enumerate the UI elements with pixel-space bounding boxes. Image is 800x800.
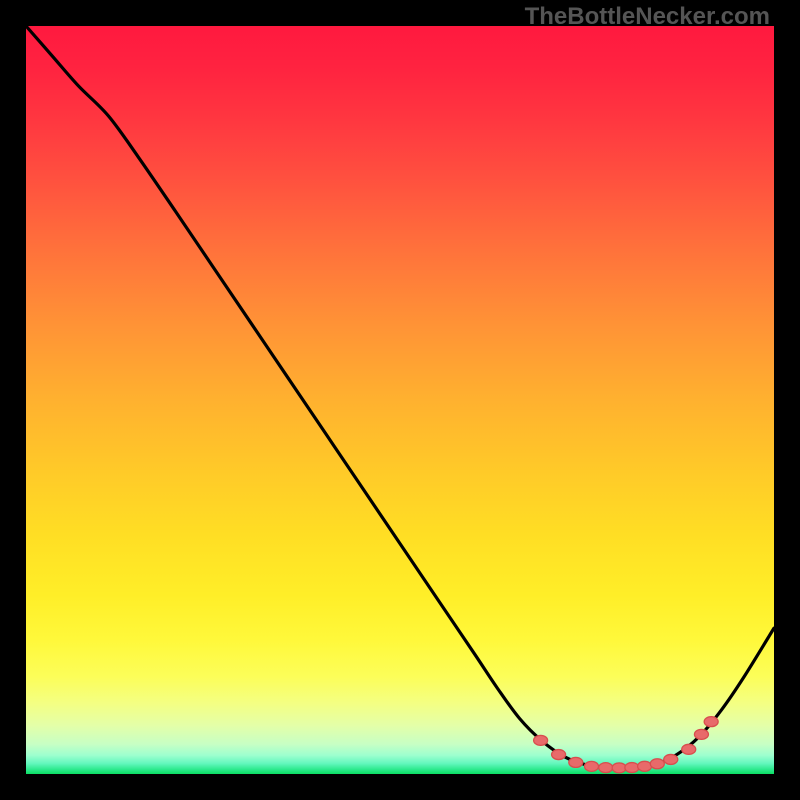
curve-marker <box>638 761 652 771</box>
curve-marker <box>664 754 678 764</box>
curve-marker <box>650 759 664 769</box>
curve-marker <box>704 717 718 727</box>
curve-marker <box>625 763 639 773</box>
plot-svg <box>26 26 774 774</box>
curve-marker <box>534 735 548 745</box>
curve-marker <box>612 763 626 773</box>
plot-area <box>26 26 774 774</box>
curve-marker <box>584 761 598 771</box>
curve-marker <box>552 750 566 760</box>
curve-marker <box>694 729 708 739</box>
watermark-text: TheBottleNecker.com <box>525 3 770 31</box>
curve-marker <box>682 744 696 754</box>
background-gradient <box>26 26 774 774</box>
curve-marker <box>599 763 613 773</box>
curve-marker <box>569 757 583 767</box>
